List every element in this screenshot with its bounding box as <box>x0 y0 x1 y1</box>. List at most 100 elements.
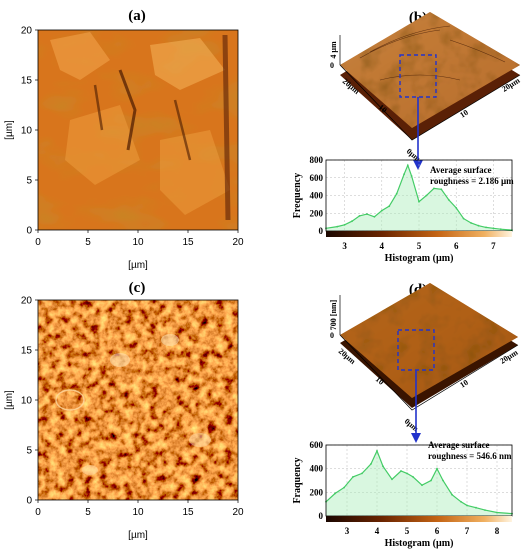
x-tick-label: 7 <box>491 241 496 251</box>
histogram-point <box>406 472 408 475</box>
x-tick-label: 15 <box>182 507 194 518</box>
histogram-point <box>442 479 444 482</box>
histogram-point <box>376 450 378 452</box>
x-tick-label: 5 <box>85 237 91 248</box>
y-tick-label: 400 <box>310 464 324 474</box>
histogram-point <box>418 200 420 203</box>
afm-image-c <box>38 300 238 500</box>
y-tick-label: 0 <box>26 226 32 237</box>
histogram-point <box>358 215 361 217</box>
histogram-point <box>410 175 413 177</box>
histogram-point <box>366 213 368 216</box>
roughness-line1-b: Average surface <box>430 165 492 175</box>
y-tick-label: 0 <box>319 226 324 236</box>
histogram-point <box>484 509 486 511</box>
y-tick-label: 10 <box>21 126 33 137</box>
histogram-point <box>406 164 409 167</box>
histogram-y-label: Fraquency <box>292 457 303 503</box>
panel-c-label: (c) <box>129 280 146 296</box>
histogram-x-label: Histogram (µm) <box>385 538 454 549</box>
z-zero-b: 0 <box>330 61 334 70</box>
y-axis-label-a: [µm] <box>4 120 15 140</box>
x-tick-label: 15 <box>182 237 194 248</box>
afm-image-a <box>38 30 238 230</box>
histogram-point <box>436 467 438 470</box>
left-mid-d: 10 <box>374 375 386 387</box>
panel-a: (a) 0 5 10 15 20 0 5 10 15 20 [µm] [µm] <box>4 8 244 271</box>
y-tick-label: 200 <box>310 208 324 218</box>
x-tick-label: 10 <box>132 507 144 518</box>
histogram-point <box>433 187 435 190</box>
histogram-point <box>412 476 414 478</box>
histogram-point <box>460 500 462 503</box>
histogram-y-label: Frequency <box>292 173 303 218</box>
surface-3d-b <box>340 12 520 140</box>
histogram-point <box>361 472 363 475</box>
x-axis-label-a: [µm] <box>128 260 148 271</box>
histogram-point <box>343 223 346 226</box>
y-tick-label: 5 <box>26 176 32 187</box>
right-mid-d: 10 <box>458 378 470 390</box>
arrow-head-d <box>411 433 421 443</box>
ticks-a: 0 5 10 15 20 0 5 10 15 20 <box>21 26 244 249</box>
histogram-area <box>326 165 512 231</box>
panel-b: (b) 4 µm 0 20µm 10 0µm 10 20µm Average s… <box>292 10 522 264</box>
panel-c: (c) 0 5 10 15 20 0 5 10 15 20 [µm] [µm] <box>4 280 244 541</box>
histogram-point <box>430 479 432 482</box>
histogram-point <box>370 463 372 465</box>
histogram-point <box>499 228 502 231</box>
histogram-point <box>462 217 465 220</box>
right-mid-b: 10 <box>458 108 470 120</box>
z-label-d: 700 [nm] <box>329 299 338 330</box>
panel-d: (d) 700 [nm] 0 20µm 10 0µm 10 20µm Avera… <box>292 282 520 549</box>
y-tick-label: 400 <box>310 191 324 201</box>
x-tick-label: 10 <box>132 237 144 248</box>
histogram-point <box>391 478 393 481</box>
y-tick-label: 800 <box>310 155 324 165</box>
x-tick-label: 5 <box>85 507 91 518</box>
x-tick-label: 0 <box>35 507 41 518</box>
x-tick-label: 8 <box>495 526 500 536</box>
histogram-point <box>380 209 383 212</box>
histogram-point <box>440 188 443 191</box>
ticks-c: 0 5 10 15 20 0 5 10 15 20 <box>21 296 244 519</box>
histogram-point <box>403 173 405 176</box>
y-tick-label: 600 <box>310 173 324 183</box>
histogram-point <box>343 486 345 489</box>
histogram-b: 0 200 400 600 800 3 4 5 6 7 Histogram (µm) Frequenc… <box>292 155 513 264</box>
x-tick-label: 6 <box>454 241 459 251</box>
histogram-point <box>334 492 336 495</box>
color-scale-bar <box>326 231 512 237</box>
x-tick-label: 0 <box>35 237 41 248</box>
histogram-x-label: Histogram (µm) <box>385 253 454 264</box>
histogram-point <box>388 205 391 208</box>
selection-box-b <box>399 54 437 98</box>
color-scale-bar <box>326 516 512 522</box>
left-mid-b: 10 <box>377 103 389 115</box>
histogram-point <box>336 225 339 228</box>
histogram-point <box>451 493 453 496</box>
histogram-point <box>447 199 450 201</box>
x-tick-label: 5 <box>405 526 410 536</box>
histogram-point <box>470 222 472 224</box>
x-tick-label: 3 <box>342 241 347 251</box>
histogram-point <box>455 207 458 209</box>
histogram-d: 0 200 400 600 3 4 5 6 7 8 Histogram (µm) Fraquency <box>292 440 513 549</box>
histogram-point <box>382 465 384 468</box>
y-tick-label: 0 <box>319 511 324 521</box>
histogram-point <box>351 220 353 223</box>
x-tick-label: 4 <box>380 241 385 251</box>
y-tick-label: 15 <box>21 76 33 87</box>
surface-axes-b <box>339 64 521 141</box>
panel-a-label: (a) <box>128 8 146 24</box>
y-tick-label: 0 <box>26 496 32 507</box>
x-tick-label: 5 <box>417 241 422 251</box>
histogram-point <box>466 504 468 507</box>
y-tick-label: 15 <box>21 346 33 357</box>
y-tick-label: 5 <box>26 446 32 457</box>
histogram-point <box>352 476 354 478</box>
x-tick-label: 3 <box>345 526 350 536</box>
y-axis-label-c: [µm] <box>4 390 15 410</box>
surface-3d-d <box>340 283 518 408</box>
